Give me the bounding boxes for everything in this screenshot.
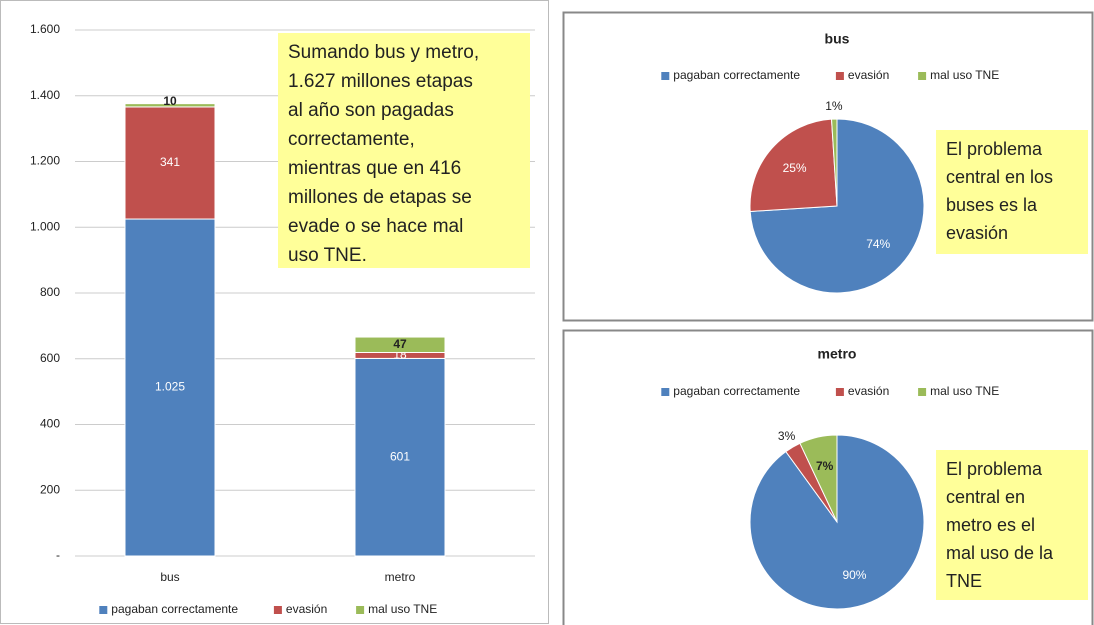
annotation-line: uso TNE. — [288, 245, 367, 266]
pie-slice — [831, 118, 838, 207]
x-tick-label: bus — [160, 570, 179, 584]
data-label: 1% — [825, 99, 843, 113]
legend-swatch — [835, 72, 844, 80]
data-label: 601 — [390, 449, 410, 463]
annotation-line: central en — [946, 487, 1025, 507]
legend-swatch — [918, 72, 927, 80]
annotation-line: millones de etapas se — [288, 187, 472, 208]
data-label: 47 — [393, 337, 407, 351]
legend-label: mal uso TNE — [930, 68, 999, 82]
y-tick-label: 400 — [40, 417, 60, 431]
y-tick-label: 1.600 — [30, 22, 60, 36]
annotation-line: 1.627 millones etapas — [288, 71, 473, 92]
y-tick-label: 200 — [40, 482, 60, 496]
data-label: 7% — [816, 459, 834, 473]
annotation-line: central en los — [946, 167, 1053, 187]
legend-label: mal uso TNE — [368, 602, 437, 616]
x-tick-label: metro — [385, 570, 416, 584]
annotation-line: El problema — [946, 139, 1043, 159]
bar-segment — [124, 103, 216, 108]
legend-swatch — [273, 606, 282, 614]
legend-label: mal uso TNE — [930, 384, 999, 398]
legend-label: evasión — [286, 602, 327, 616]
bar-segment — [354, 357, 446, 557]
annotation-box — [936, 450, 1088, 600]
legend-label: pagaban correctamente — [111, 602, 238, 616]
legend-swatch — [918, 388, 927, 396]
annotation-line: El problema — [946, 459, 1043, 479]
y-tick-label: 1.400 — [30, 88, 60, 102]
bar-segment — [354, 336, 446, 354]
annotation-line: mientras que en 416 — [288, 158, 461, 179]
legend-label: evasión — [848, 68, 889, 82]
annotation-line: metro es el — [946, 515, 1035, 535]
legend-label: evasión — [848, 384, 889, 398]
chart-title: metro — [818, 346, 857, 362]
annotation-line: buses es la — [946, 195, 1038, 215]
y-tick-label: 1.200 — [30, 154, 60, 168]
annotation-line: correctamente, — [288, 129, 415, 150]
annotation-box — [278, 33, 530, 268]
annotation-line: Sumando bus y metro, — [288, 42, 479, 63]
annotation-line: evasión — [946, 223, 1008, 243]
chart-title: bus — [825, 31, 850, 47]
y-tick-label: 800 — [40, 285, 60, 299]
y-tick-label: 1.000 — [30, 219, 60, 233]
data-label: 1.025 — [155, 380, 185, 394]
pie-slice — [799, 434, 838, 523]
legend-swatch — [661, 388, 670, 396]
data-label: 3% — [778, 429, 796, 443]
data-label: 74% — [866, 237, 890, 251]
panel-border — [562, 11, 1094, 322]
y-tick-label: 600 — [40, 351, 60, 365]
data-label: 90% — [842, 568, 866, 582]
legend-swatch — [99, 606, 108, 614]
bar-segment — [124, 218, 216, 557]
annotation-line: evade o se hace mal — [288, 216, 463, 237]
data-label: 341 — [160, 155, 180, 169]
bar-segment — [124, 106, 216, 220]
panel-border — [562, 329, 1094, 625]
annotation-line: TNE — [946, 571, 982, 591]
y-tick-label: - — [56, 548, 60, 562]
panel-border — [0, 0, 549, 624]
legend-swatch — [661, 72, 670, 80]
annotation-box — [936, 130, 1088, 254]
legend-swatch — [356, 606, 365, 614]
legend-label: pagaban correctamente — [673, 68, 800, 82]
annotation-line: al año son pagadas — [288, 100, 454, 121]
data-label: 10 — [163, 94, 177, 108]
legend-swatch — [835, 388, 844, 396]
annotation-line: mal uso de la — [946, 543, 1054, 563]
legend-label: pagaban correctamente — [673, 384, 800, 398]
data-label: 25% — [783, 161, 807, 175]
pie-slice — [749, 118, 838, 212]
